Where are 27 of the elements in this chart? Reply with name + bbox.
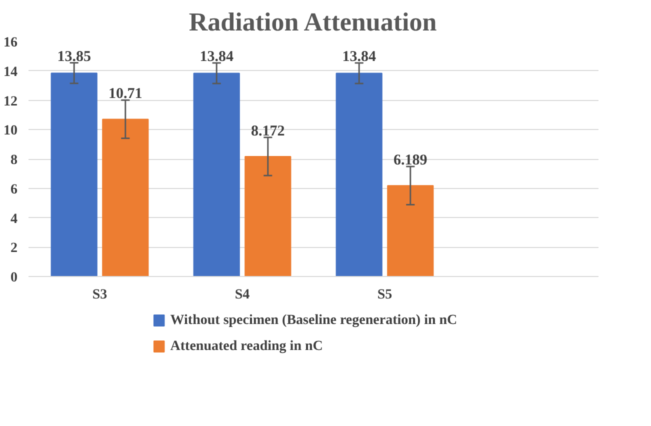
y-tick-label: 10 xyxy=(4,124,18,139)
data-label: 13.84 xyxy=(342,48,376,65)
y-tick-label: 12 xyxy=(4,94,18,110)
x-tick-label: S3 xyxy=(92,288,108,302)
bar xyxy=(387,185,434,276)
data-label: 13.85 xyxy=(57,48,91,65)
data-label: 8.172 xyxy=(251,123,285,140)
bar xyxy=(193,72,240,276)
y-tick-label: 6 xyxy=(10,182,18,198)
x-tick-label: S4 xyxy=(234,288,250,302)
data-label: 6.189 xyxy=(394,152,428,169)
legend-label: Without specimen (Baseline regeneration) in nC xyxy=(170,313,458,328)
bar xyxy=(336,72,382,276)
data-label: 10.71 xyxy=(108,86,142,102)
y-tick-label: 8 xyxy=(10,153,18,168)
data-label: 13.84 xyxy=(200,48,234,65)
legend-label: Attenuated reading in nC xyxy=(170,339,323,354)
bar xyxy=(102,118,149,276)
y-tick-label: 4 xyxy=(10,212,18,227)
bar xyxy=(244,156,292,276)
x-tick-label: S5 xyxy=(377,288,392,302)
y-tick-label: 0 xyxy=(10,270,18,286)
y-tick-label: 16 xyxy=(4,36,18,50)
y-tick-label: 14 xyxy=(4,64,18,80)
bar xyxy=(50,72,98,276)
chart-title: Radiation Attenuation xyxy=(188,8,438,36)
y-tick-label: 2 xyxy=(10,241,18,256)
